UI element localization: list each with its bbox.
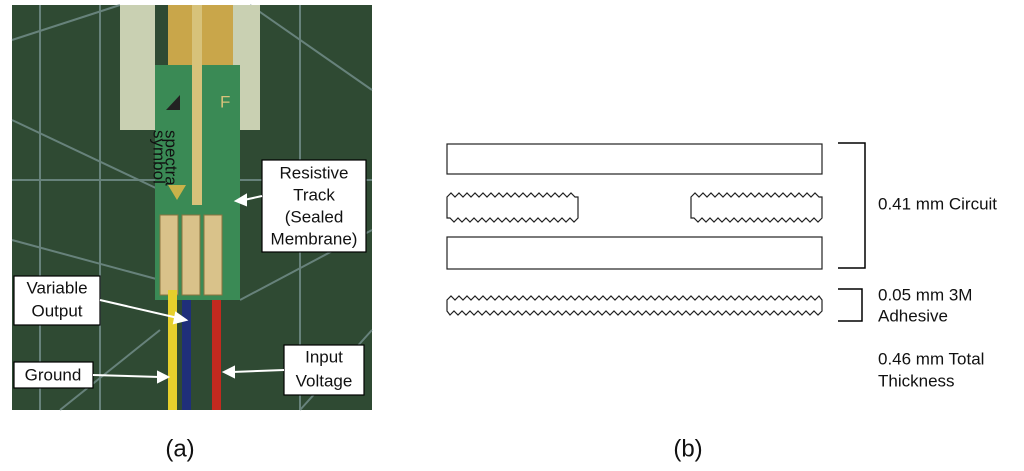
label: Voltage (296, 371, 353, 390)
adhesive-layer (447, 193, 578, 222)
caption: (a) (165, 435, 194, 462)
caption: (b) (673, 435, 702, 462)
label: Variable (26, 278, 87, 297)
adhesive-layer (691, 193, 822, 222)
figure: spectra symbol F Resistive Track (Sealed… (0, 0, 1024, 466)
label: Ground (25, 365, 82, 384)
label: Membrane) (271, 229, 358, 248)
label: (Sealed (285, 207, 344, 226)
layer-label: 0.05 mm 3M (878, 285, 972, 304)
layer-label: Adhesive (878, 306, 948, 325)
label: Input (305, 347, 343, 366)
layer-label: Thickness (878, 371, 955, 390)
layer-stack (447, 144, 822, 315)
adhesive-layer (447, 296, 822, 315)
label: Track (293, 185, 335, 204)
brand-text: symbol (150, 130, 169, 184)
layer-label: 0.46 mm Total (878, 349, 984, 368)
label: Resistive (280, 163, 349, 182)
label: Output (31, 301, 82, 320)
layer-label: 0.41 mm Circuit (878, 194, 997, 213)
mark-text: F (220, 92, 230, 111)
